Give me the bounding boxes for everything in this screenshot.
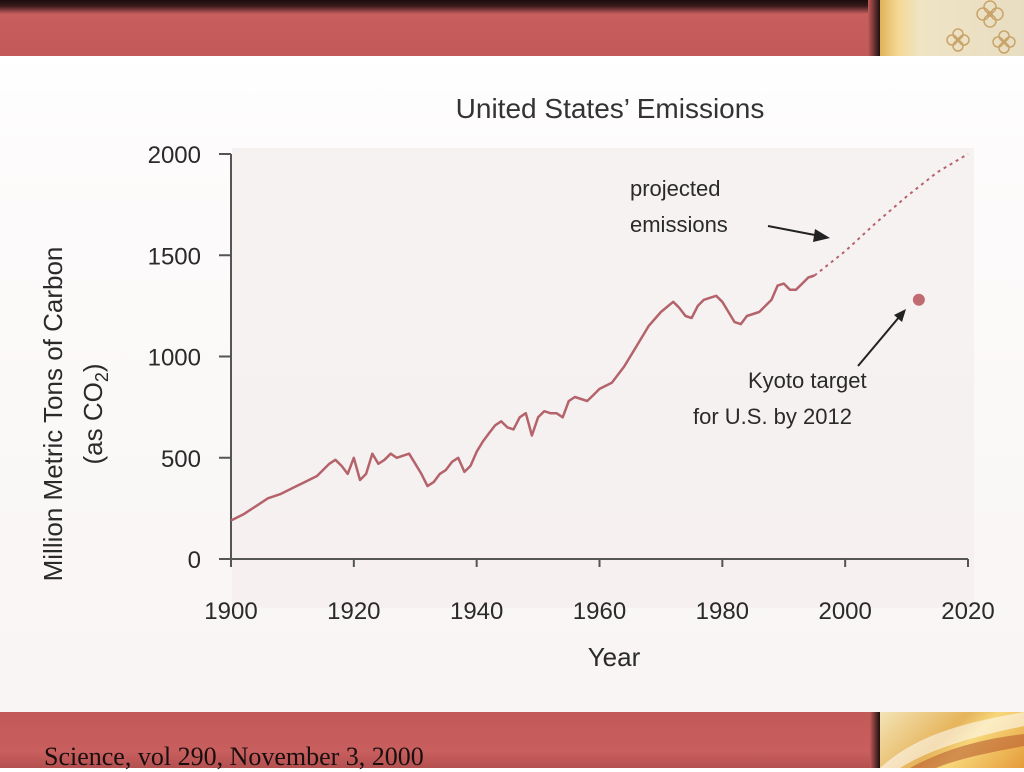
y-tick-label: 0 (188, 547, 201, 574)
flower-icon (946, 28, 970, 52)
flower-icon (992, 30, 1016, 54)
annotation-projected-line2: emissions (630, 212, 728, 237)
y-tick-label: 2000 (148, 142, 201, 169)
y-ticks: 0 500 1000 1500 2000 (148, 142, 231, 574)
x-ticks: 1900 1920 1940 1960 1980 2000 2020 (204, 559, 995, 625)
y-tick-label: 500 (161, 446, 201, 473)
y-tick-label: 1500 (148, 243, 201, 270)
chart-panel: United States’ Emissions 0 500 1000 1500 200… (0, 56, 1024, 712)
x-axis-label: Year (588, 642, 641, 672)
emissions-chart: United States’ Emissions 0 500 1000 1500 200… (38, 93, 995, 672)
x-tick-label: 1900 (204, 598, 257, 625)
chart-title: United States’ Emissions (456, 93, 765, 124)
x-tick-label: 1980 (696, 598, 749, 625)
bottom-footer-bar (0, 712, 880, 768)
annotation-projected-arrow (767, 225, 830, 242)
kyoto-target-point (912, 293, 925, 306)
y-axis-label: Million Metric Tons of Carbon (38, 247, 68, 582)
y-axis-title: Million Metric Tons of Carbon (as CO2) (38, 247, 112, 582)
top-corner-ornament (880, 0, 1024, 56)
y-tick-label: 1000 (148, 345, 201, 372)
citation-text: Science, vol 290, November 3, 2000 (44, 742, 424, 771)
annotation-kyoto: Kyoto target for U.S. by 2012 (693, 309, 906, 429)
top-title-bar (0, 0, 880, 56)
bottom-corner-ornament (880, 712, 1024, 768)
series-layer (230, 153, 969, 522)
annotation-kyoto-line2: for U.S. by 2012 (693, 404, 852, 429)
x-tick-label: 1940 (450, 598, 503, 625)
scan-bleed-through (232, 148, 974, 608)
annotation-kyoto-line1: Kyoto target (748, 368, 867, 393)
points-layer (912, 293, 925, 306)
historical-emissions-line (230, 274, 815, 522)
flower-icon (976, 0, 1004, 28)
ornament-graphic (946, 0, 1016, 54)
annotation-projected: projected emissions (630, 176, 830, 242)
annotation-projected-line1: projected (630, 176, 721, 201)
annotation-kyoto-arrow (857, 309, 906, 367)
x-tick-label: 2000 (818, 598, 871, 625)
x-tick-label: 2020 (941, 598, 994, 625)
y-axis-sublabel: (as CO2) (78, 363, 112, 464)
x-tick-label: 1920 (327, 598, 380, 625)
ornament-swoosh (880, 712, 1024, 768)
x-tick-label: 1960 (573, 598, 626, 625)
